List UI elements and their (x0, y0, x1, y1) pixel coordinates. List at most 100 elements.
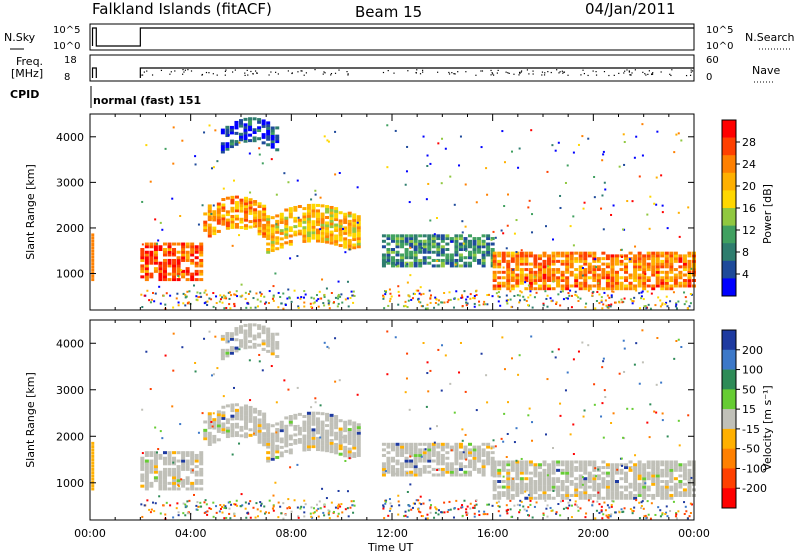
power-cell (229, 142, 234, 146)
power-cell (253, 210, 258, 214)
velocity-cell (427, 465, 432, 469)
velocity-cell (655, 491, 660, 495)
power-cell (395, 253, 400, 257)
velocity-cell (547, 477, 552, 481)
velocity-speckle (527, 493, 530, 496)
power-speckle (215, 302, 218, 305)
power-speckle (348, 248, 351, 251)
power-cell (257, 118, 262, 122)
power-speckle (421, 305, 424, 308)
power-speckle (581, 274, 584, 277)
velocity-cell (515, 493, 520, 497)
velocity-cell (515, 463, 520, 467)
power-cell (463, 264, 468, 268)
power-cell (400, 242, 405, 246)
power-cell (497, 262, 502, 266)
velocity-speckle (239, 505, 242, 508)
velocity-cell (542, 493, 547, 497)
velocity-cell (302, 437, 307, 441)
power-cell (445, 248, 450, 252)
power-colorbar-swatch (722, 155, 736, 174)
velocity-cell (583, 468, 588, 472)
velocity-cell (153, 451, 158, 455)
power-cell (325, 221, 330, 225)
power-cell (400, 253, 405, 257)
velocity-cell (230, 428, 235, 432)
nave-point (592, 70, 594, 72)
velocity-speckle (675, 340, 678, 343)
power-cell (468, 245, 473, 249)
velocity-cell (510, 468, 515, 472)
velocity-speckle (475, 409, 478, 412)
velocity-cell (185, 467, 190, 471)
velocity-cell (583, 477, 588, 481)
power-cell (537, 279, 542, 283)
velocity-cell (334, 445, 339, 449)
power-speckle (216, 160, 219, 163)
power-speckle (506, 224, 509, 227)
velocity-cell (162, 481, 167, 485)
power-speckle (199, 292, 202, 295)
power-cell (270, 134, 275, 138)
nave-point (231, 71, 234, 73)
power-speckle (567, 292, 570, 295)
velocity-cell (275, 343, 280, 347)
power-cell (547, 262, 552, 266)
velocity-cell (244, 418, 249, 422)
velocity-cell (481, 465, 486, 469)
velocity-cell (578, 474, 583, 478)
power-cell (468, 253, 473, 257)
power-cell (560, 262, 565, 266)
velocity-speckle (297, 516, 300, 519)
velocity-speckle (529, 499, 532, 502)
power-speckle (337, 280, 340, 283)
power-cell (311, 236, 316, 240)
velocity-speckle (347, 515, 350, 518)
velocity-cell (248, 334, 253, 338)
power-cell (338, 244, 343, 248)
velocity-cell (190, 462, 195, 466)
power-speckle (231, 244, 234, 247)
power-cell (216, 213, 221, 217)
power-cell (257, 224, 262, 228)
power-speckle (322, 302, 325, 305)
power-cell (610, 262, 615, 266)
velocity-cell (515, 488, 520, 492)
velocity-cell (574, 488, 579, 492)
velocity-speckle (249, 500, 252, 503)
velocity-cell (347, 430, 352, 434)
velocity-cell (220, 334, 225, 338)
velocity-cell (427, 459, 432, 463)
velocity-speckle (525, 509, 528, 512)
power-cell (524, 273, 529, 277)
velocity-cell (510, 482, 515, 486)
velocity-cell (352, 452, 357, 456)
power-speckle (669, 300, 672, 303)
power-cell (655, 276, 660, 280)
power-cell (172, 278, 177, 282)
velocity-speckle (666, 435, 669, 438)
power-speckle (687, 206, 690, 209)
velocity-cell (257, 410, 262, 414)
velocity-cell (524, 485, 529, 489)
velocity-speckle (227, 340, 230, 343)
velocity-speckle (659, 509, 662, 512)
power-speckle (527, 284, 530, 287)
power-cell (537, 273, 542, 277)
velocity-cell (270, 335, 275, 339)
power-cell (347, 222, 352, 226)
power-speckle (235, 290, 238, 293)
velocity-cell (542, 460, 547, 464)
velocity-cell (519, 463, 524, 467)
velocity-cell (207, 434, 212, 438)
velocity-speckle (623, 370, 626, 373)
power-speckle (461, 231, 464, 234)
power-cell (497, 284, 502, 288)
velocity-speckle (554, 356, 557, 359)
velocity-speckle (631, 509, 634, 512)
power-cell (569, 254, 574, 258)
velocity-cell (243, 335, 248, 339)
velocity-cell (413, 473, 418, 477)
power-cell (149, 245, 154, 249)
